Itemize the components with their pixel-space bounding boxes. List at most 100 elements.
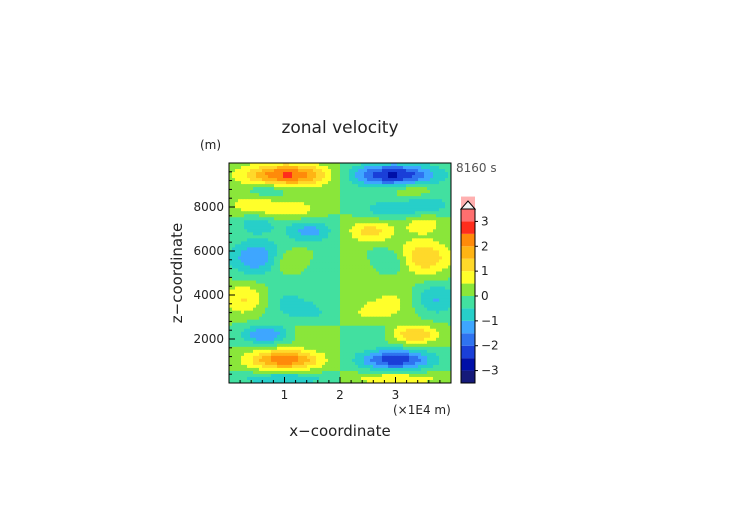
heatmap-cell (265, 253, 269, 257)
heatmap-cell (379, 358, 383, 363)
heatmap-cell (382, 313, 386, 318)
heatmap-cell (244, 316, 248, 321)
heatmap-cell (355, 280, 359, 285)
heatmap-cell (289, 361, 293, 366)
heatmap-cell (277, 358, 281, 363)
heatmap-cell (406, 187, 410, 191)
heatmap-cell (235, 319, 239, 324)
heatmap-cell (235, 202, 239, 206)
heatmap-cell (412, 190, 416, 194)
heatmap-cell (412, 169, 416, 173)
heatmap-cell (400, 286, 404, 291)
heatmap-cell (298, 232, 302, 236)
heatmap-cell (238, 298, 242, 303)
heatmap-cell (403, 226, 407, 230)
heatmap-cell (283, 280, 287, 285)
heatmap-cell (238, 193, 242, 197)
heatmap-cell (280, 316, 284, 321)
heatmap-cell (370, 172, 374, 176)
heatmap-cell (439, 172, 443, 176)
heatmap-cell (232, 307, 236, 312)
heatmap-cell (394, 319, 398, 324)
heatmap-cell (361, 307, 365, 312)
heatmap-cell (256, 280, 260, 285)
heatmap-cell (295, 295, 299, 300)
heatmap-cell (334, 361, 338, 366)
heatmap-cell (304, 190, 308, 194)
heatmap-cell (247, 280, 251, 285)
heatmap-cell (238, 190, 242, 194)
heatmap-cell (250, 364, 254, 369)
heatmap-cell (436, 325, 440, 330)
heatmap-cell (412, 184, 416, 188)
heatmap-cell (376, 214, 380, 218)
heatmap-cell (274, 199, 278, 203)
heatmap-cell (301, 274, 305, 279)
heatmap-cell (325, 244, 329, 248)
heatmap-cell (430, 271, 434, 275)
heatmap-cell (268, 298, 272, 303)
heatmap-cell (361, 340, 365, 345)
heatmap-cell (313, 217, 317, 221)
heatmap-cell (289, 364, 293, 369)
heatmap-cell (445, 313, 449, 318)
heatmap-cell (343, 301, 347, 306)
heatmap-cell (418, 184, 422, 188)
heatmap-cell (280, 181, 284, 185)
heatmap-cell (439, 277, 443, 282)
heatmap-cell (313, 199, 317, 203)
heatmap-cell (235, 244, 239, 248)
heatmap-cell (343, 337, 347, 342)
heatmap-cell (379, 271, 383, 275)
heatmap-cell (280, 208, 284, 212)
heatmap-cell (424, 211, 428, 215)
heatmap-cell (352, 286, 356, 291)
heatmap-cell (307, 226, 311, 230)
heatmap-cell (373, 208, 377, 212)
heatmap-cell (382, 250, 386, 254)
heatmap-cell (376, 304, 380, 309)
heatmap-cell (421, 322, 425, 327)
heatmap-cell (280, 232, 284, 236)
heatmap-cell (346, 232, 350, 236)
heatmap-cell (382, 163, 386, 167)
heatmap-cell (238, 187, 242, 191)
heatmap-cell (271, 289, 275, 294)
heatmap-cell (292, 256, 296, 260)
heatmap-cell (412, 349, 416, 354)
heatmap-cell (265, 265, 269, 269)
heatmap-cell (316, 235, 320, 239)
heatmap-cell (445, 298, 449, 303)
heatmap-cell (289, 352, 293, 357)
heatmap-cell (256, 184, 260, 188)
heatmap-cell (289, 322, 293, 327)
heatmap-cell (307, 172, 311, 176)
heatmap-cell (427, 256, 431, 260)
heatmap-cell (361, 235, 365, 239)
heatmap-cell (247, 238, 251, 242)
heatmap-cell (253, 232, 257, 236)
heatmap-cell (358, 187, 362, 191)
heatmap-cell (265, 229, 269, 233)
heatmap-cell (391, 322, 395, 327)
heatmap-cell (331, 256, 335, 260)
heatmap-cell (418, 250, 422, 254)
heatmap-cell (319, 325, 323, 330)
heatmap-cell (301, 172, 305, 176)
heatmap-cell (346, 187, 350, 191)
heatmap-cell (235, 169, 239, 173)
heatmap-cell (373, 175, 377, 179)
heatmap-cell (322, 286, 326, 291)
heatmap-cell (280, 169, 284, 173)
heatmap-cell (274, 361, 278, 366)
heatmap-cell (388, 331, 392, 336)
heatmap-cell (382, 235, 386, 239)
heatmap-cell (298, 286, 302, 291)
heatmap-cell (262, 214, 266, 218)
heatmap-cell (241, 217, 245, 221)
heatmap-cell (418, 346, 422, 351)
heatmap-cell (283, 235, 287, 239)
heatmap-cell (421, 343, 425, 348)
heatmap-cell (283, 352, 287, 357)
heatmap-cell (271, 169, 275, 173)
